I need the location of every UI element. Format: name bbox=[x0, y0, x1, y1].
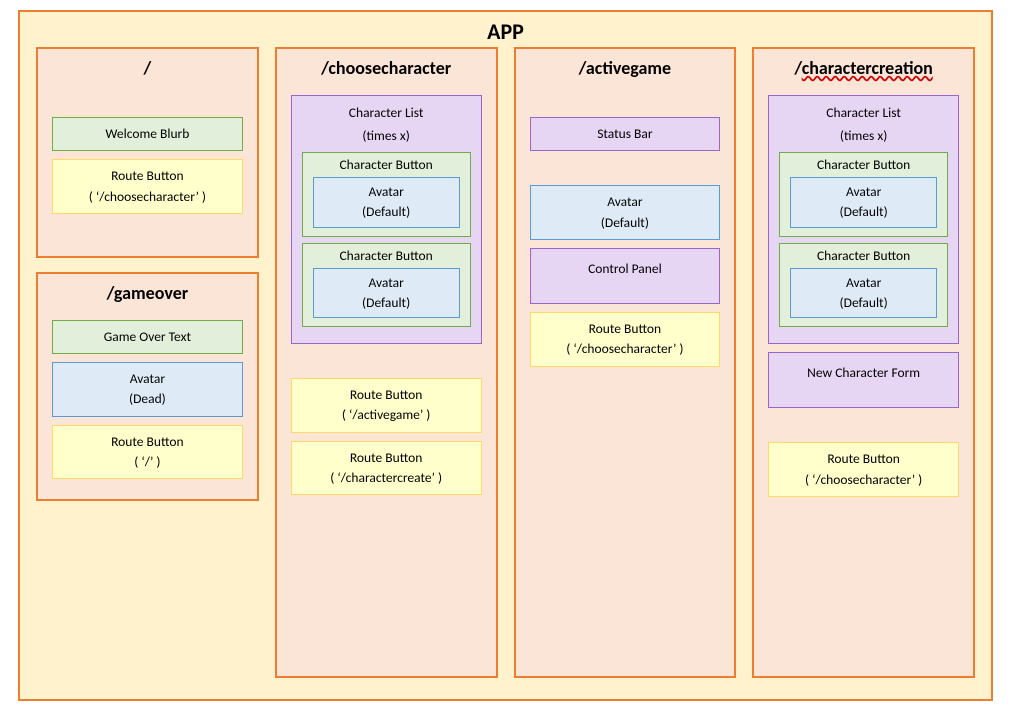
route-button-charactercreate[interactable]: Route Button ( ‘/charactercreate’ ) bbox=[291, 441, 482, 496]
label-line: Character Button bbox=[788, 156, 939, 173]
avatar-default: Avatar (Default) bbox=[313, 268, 460, 319]
route-button-activegame[interactable]: Route Button ( ‘/activegame’ ) bbox=[291, 378, 482, 433]
route-button-root[interactable]: Route Button ( ‘/’ ) bbox=[52, 425, 243, 480]
col-1: / Welcome Blurb Route Button ( ‘/choosec… bbox=[36, 47, 259, 678]
route-root-title: / bbox=[48, 55, 247, 87]
label-line: (Default) bbox=[793, 202, 934, 222]
label-line: (Default) bbox=[316, 293, 457, 313]
label-line: ( ‘/activegame’ ) bbox=[296, 405, 477, 425]
label-line: Avatar bbox=[316, 273, 457, 293]
route-charactercreation-title: /charactercreation bbox=[764, 55, 963, 87]
app-title: APP bbox=[20, 12, 991, 47]
route-button-choosecharacter[interactable]: Route Button ( ‘/choosecharacter’ ) bbox=[768, 442, 959, 497]
label-line: Avatar bbox=[793, 273, 934, 293]
new-character-form[interactable]: New Character Form bbox=[768, 352, 959, 408]
label-line: Route Button bbox=[57, 432, 238, 452]
avatar-dead: Avatar (Dead) bbox=[52, 362, 243, 417]
route-button-choosecharacter[interactable]: Route Button ( ‘/choosecharacter’ ) bbox=[530, 312, 721, 367]
spacer bbox=[48, 87, 247, 109]
spacer bbox=[526, 159, 725, 177]
label-line: ( ‘/choosecharacter’ ) bbox=[773, 470, 954, 490]
route-choosecharacter-title: /choosecharacter bbox=[287, 55, 486, 87]
avatar-default: Avatar (Default) bbox=[790, 268, 937, 319]
label-line: Route Button bbox=[535, 319, 716, 339]
columns: / Welcome Blurb Route Button ( ‘/choosec… bbox=[20, 47, 991, 694]
label-line: Character Button bbox=[788, 247, 939, 264]
label-line: New Character Form bbox=[773, 363, 954, 383]
pad bbox=[773, 383, 954, 397]
route-root: / Welcome Blurb Route Button ( ‘/choosec… bbox=[36, 47, 259, 258]
label-line: Avatar bbox=[57, 369, 238, 389]
diagram-root: APP / Welcome Blurb Route Button ( ‘/cho… bbox=[0, 0, 1011, 719]
route-activegame-title: /activegame bbox=[526, 55, 725, 87]
avatar-default: Avatar (Default) bbox=[530, 185, 721, 240]
pad bbox=[535, 279, 716, 293]
gameover-text: Game Over Text bbox=[52, 320, 243, 354]
character-list: Character List (times x) Character Butto… bbox=[768, 95, 959, 344]
title-plain: / bbox=[794, 57, 801, 79]
label-line: Avatar bbox=[316, 182, 457, 202]
route-button-choosecharacter[interactable]: Route Button ( ‘/choosecharacter’ ) bbox=[52, 159, 243, 214]
spacer bbox=[526, 87, 725, 109]
list-label: Character List bbox=[777, 100, 950, 123]
character-button[interactable]: Character Button Avatar (Default) bbox=[779, 243, 948, 328]
list-label: Character List bbox=[300, 100, 473, 123]
label-line: (Dead) bbox=[57, 389, 238, 409]
character-button[interactable]: Character Button Avatar (Default) bbox=[302, 243, 471, 328]
character-button[interactable]: Character Button Avatar (Default) bbox=[302, 152, 471, 237]
label-line: Character Button bbox=[311, 247, 462, 264]
label-line: Avatar bbox=[793, 182, 934, 202]
label-line: Avatar bbox=[535, 192, 716, 212]
welcome-blurb: Welcome Blurb bbox=[52, 117, 243, 151]
label-line: ( ‘/choosecharacter’ ) bbox=[535, 339, 716, 359]
route-choosecharacter: /choosecharacter Character List (times x… bbox=[275, 47, 498, 678]
avatar-default: Avatar (Default) bbox=[790, 177, 937, 228]
label-line: Control Panel bbox=[535, 259, 716, 279]
label-line: Route Button bbox=[296, 448, 477, 468]
label-line: Route Button bbox=[57, 166, 238, 186]
route-gameover: /gameover Game Over Text Avatar (Dead) R… bbox=[36, 272, 259, 501]
spacer bbox=[764, 416, 963, 434]
route-activegame: /activegame Status Bar Avatar (Default) … bbox=[514, 47, 737, 678]
spacer bbox=[48, 222, 247, 244]
control-panel[interactable]: Control Panel bbox=[530, 248, 721, 304]
route-gameover-title: /gameover bbox=[48, 280, 247, 312]
col-3: /activegame Status Bar Avatar (Default) … bbox=[514, 47, 737, 678]
app-box: APP / Welcome Blurb Route Button ( ‘/cho… bbox=[18, 10, 993, 701]
route-charactercreation: /charactercreation Character List (times… bbox=[752, 47, 975, 678]
character-button[interactable]: Character Button Avatar (Default) bbox=[779, 152, 948, 237]
avatar-default: Avatar (Default) bbox=[313, 177, 460, 228]
spacer bbox=[287, 352, 486, 370]
title-underlined: charactercreation bbox=[802, 57, 933, 79]
label-line: (Default) bbox=[535, 213, 716, 233]
label-line: Character Button bbox=[311, 156, 462, 173]
list-sub: (times x) bbox=[777, 123, 950, 146]
label-line: (Default) bbox=[316, 202, 457, 222]
label-line: ( ‘/charactercreate’ ) bbox=[296, 468, 477, 488]
character-list: Character List (times x) Character Butto… bbox=[291, 95, 482, 344]
label-line: ( ‘/’ ) bbox=[57, 452, 238, 472]
status-bar: Status Bar bbox=[530, 117, 721, 151]
label-line: Route Button bbox=[773, 449, 954, 469]
col-4: /charactercreation Character List (times… bbox=[752, 47, 975, 678]
label-line: ( ‘/choosecharacter’ ) bbox=[57, 187, 238, 207]
col-2: /choosecharacter Character List (times x… bbox=[275, 47, 498, 678]
label-line: Route Button bbox=[296, 385, 477, 405]
list-sub: (times x) bbox=[300, 123, 473, 146]
label-line: (Default) bbox=[793, 293, 934, 313]
